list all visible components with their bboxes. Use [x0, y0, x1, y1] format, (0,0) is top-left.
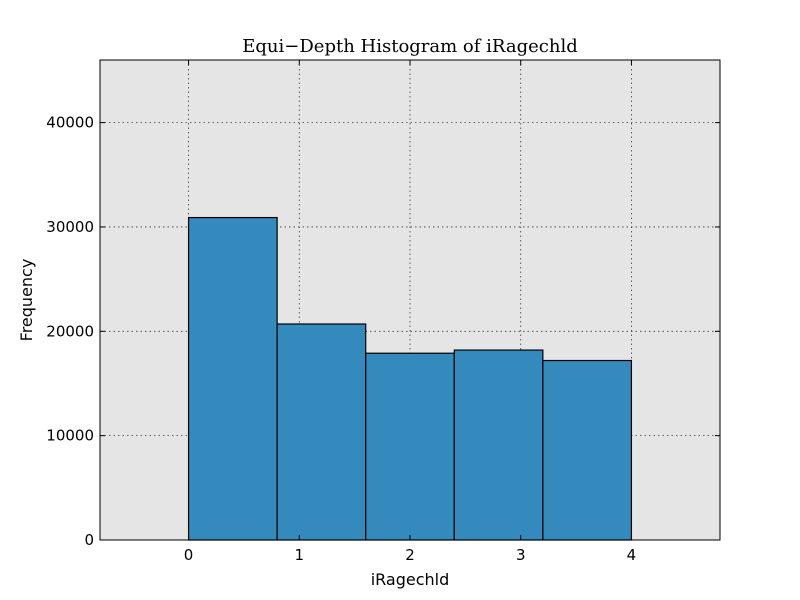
histogram-bar-4: [453, 349, 544, 541]
x-tick-label: 3: [516, 546, 526, 564]
x-tick-label: 0: [184, 546, 194, 564]
x-axis-label: iRagechld: [371, 570, 450, 589]
y-tick-label: 40000: [46, 114, 94, 132]
bars: [187, 216, 633, 541]
y-axis-label: Frequency: [17, 259, 36, 342]
chart-title: Equi−Depth Histogram of iRagechld: [242, 36, 577, 57]
histogram-bar-1: [187, 216, 278, 541]
y-tick-label: 10000: [46, 427, 94, 445]
y-tick-label: 20000: [46, 322, 94, 340]
histogram-bar-2: [276, 323, 367, 541]
axis-ticks: 0 1 2 3 4 0 10000 20000 30000 40000: [46, 60, 720, 564]
x-tick-label: 2: [405, 546, 415, 564]
y-tick-label: 30000: [46, 218, 94, 236]
histogram-bar-5: [542, 359, 633, 541]
histogram-bar-3: [365, 352, 455, 541]
x-tick-label: 1: [295, 546, 305, 564]
x-tick-label: 4: [627, 546, 637, 564]
y-tick-label: 0: [84, 531, 94, 549]
